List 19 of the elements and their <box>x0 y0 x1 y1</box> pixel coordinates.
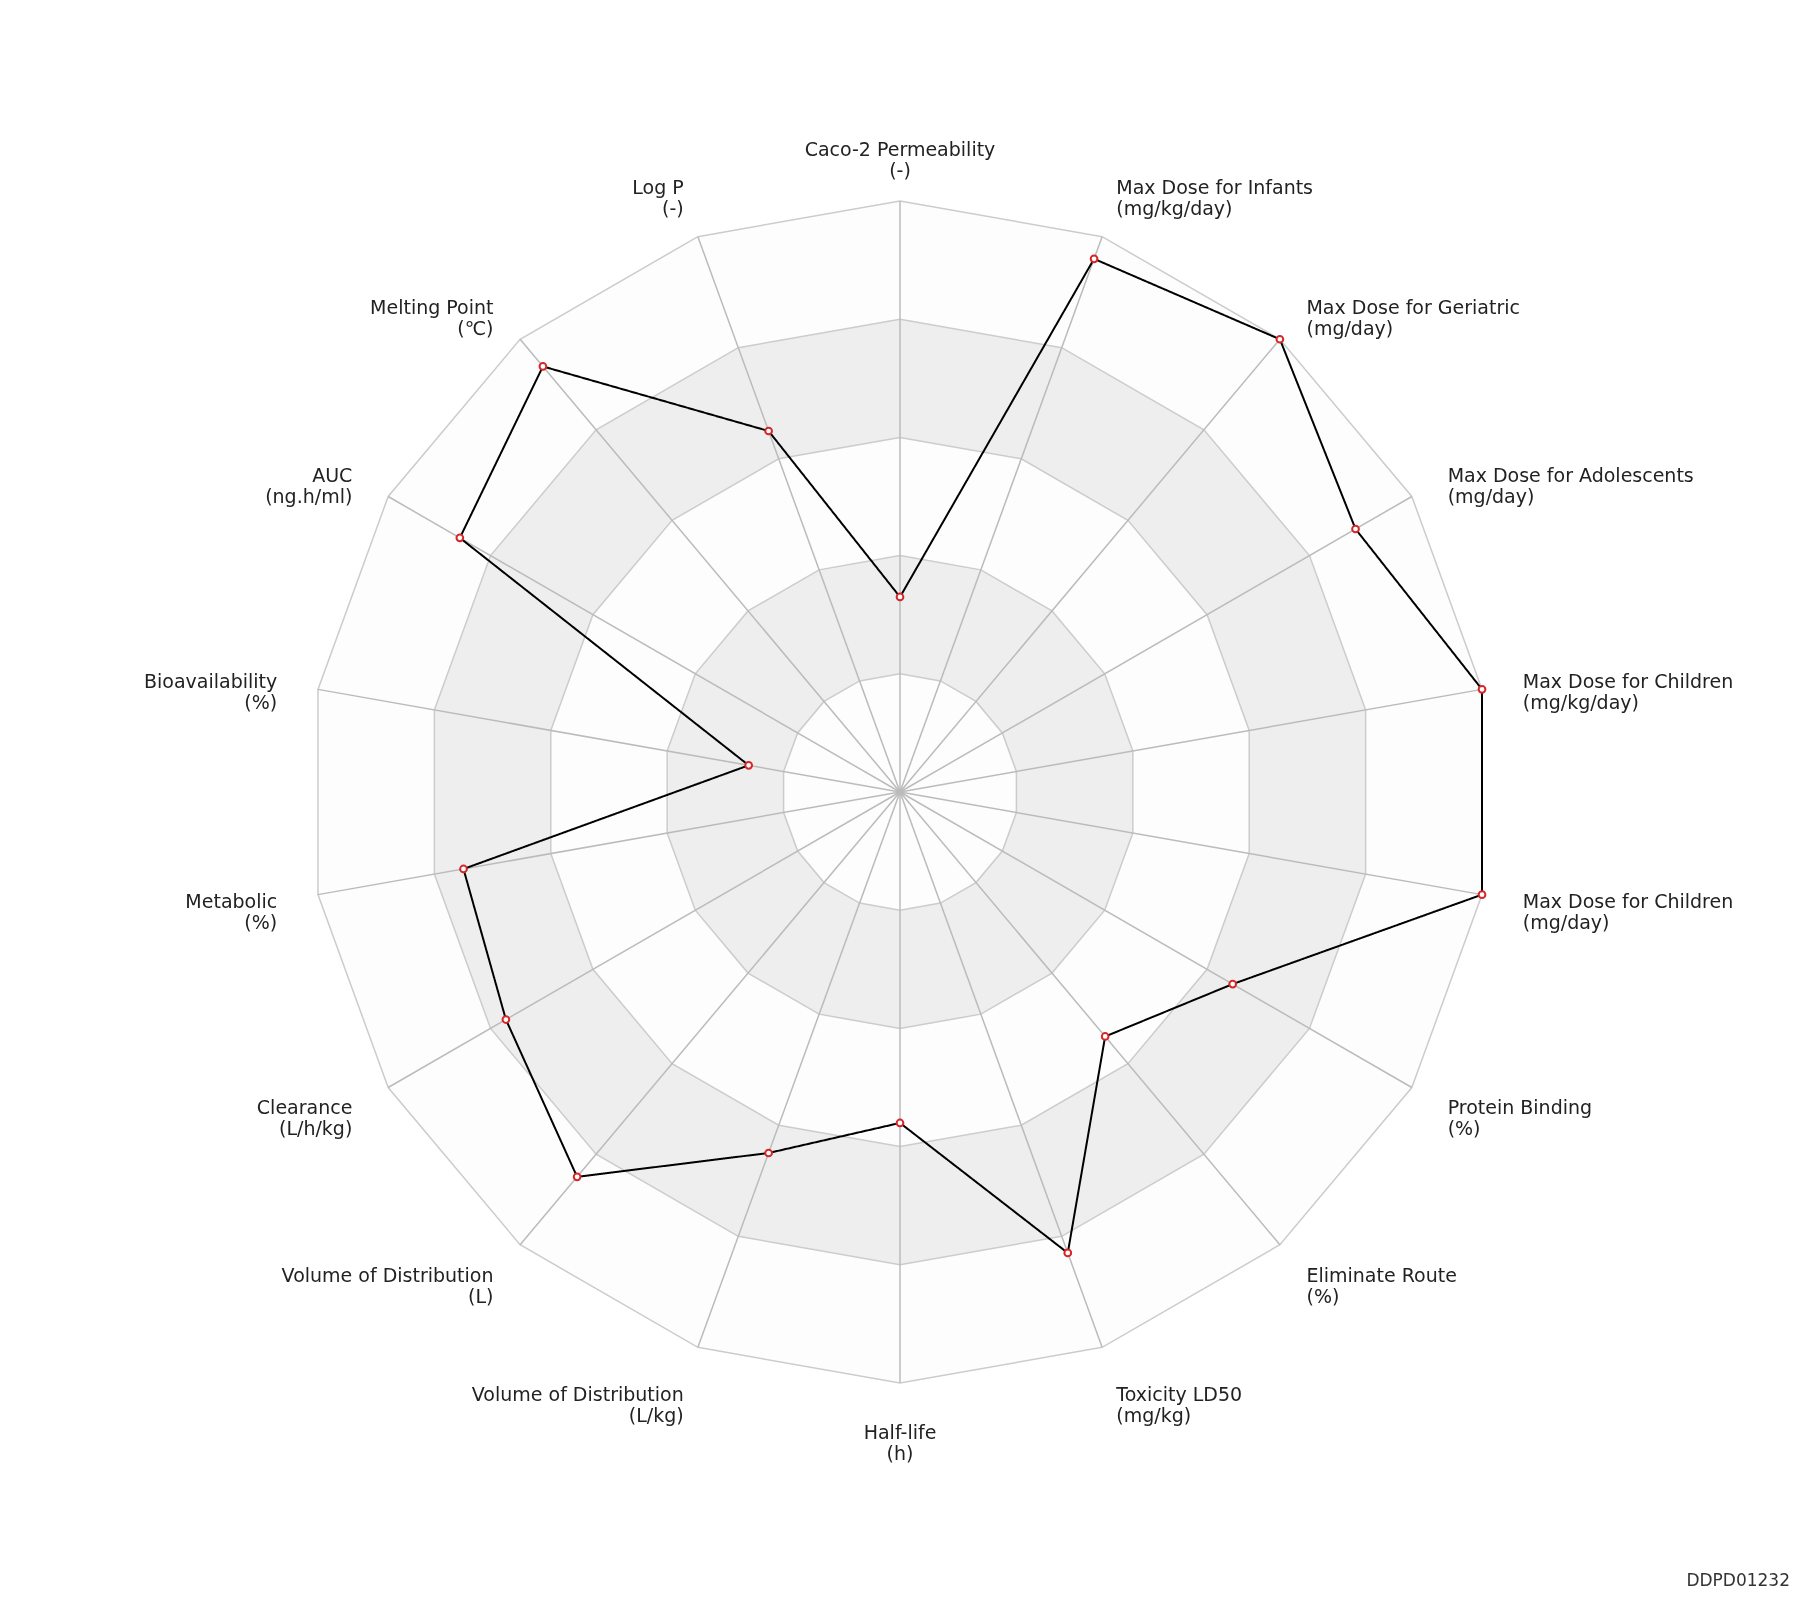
spoke-label: Max Dose for Adolescents (mg/day) <box>1447 463 1694 507</box>
spoke-label: Eliminate Route (%) <box>1306 1264 1457 1308</box>
spoke-label: Protein Binding (%) <box>1447 1096 1593 1140</box>
spoke-label: Max Dose for Children (mg/kg/day) <box>1522 670 1734 714</box>
spoke-label: Max Dose for Geriatric (mg/day) <box>1306 295 1520 339</box>
spoke-label: Clearance (L/h/kg) <box>256 1096 353 1140</box>
spoke-label: Half-life (h) <box>863 1421 937 1465</box>
text: DDPD01232 <box>1686 1570 1790 1590</box>
spoke-label: Metabolic (%) <box>185 889 278 933</box>
spoke-label: Max Dose for Children (mg/day) <box>1522 889 1734 933</box>
spoke-label: Toxicity LD50 (mg/kg) <box>1115 1383 1243 1427</box>
spoke-label: Caco-2 Permeability (-) <box>804 137 996 181</box>
spoke-label: Volume of Distribution (L) <box>281 1264 494 1308</box>
spoke-label: Bioavailability (%) <box>143 670 278 714</box>
spoke-label: AUC (ng.h/ml) <box>265 463 353 507</box>
spoke-label: Melting Point (℃) <box>370 295 494 339</box>
spoke-label: Max Dose for Infants (mg/kg/day) <box>1116 175 1314 219</box>
spoke-label: Volume of Distribution (L/kg) <box>471 1383 684 1427</box>
spoke-label: Log P (-) <box>632 175 684 219</box>
